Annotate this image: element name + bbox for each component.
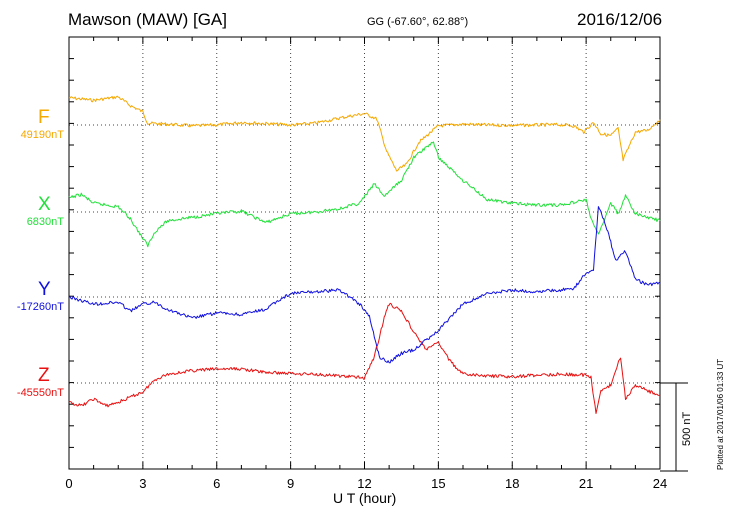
plot-date: 2016/12/06 [577,10,663,29]
component-letter-x: X [38,194,51,215]
component-letter-f: F [38,107,50,128]
geo-coordinates: GG (-67.60°, 62.88°) [367,16,469,28]
x-tick-label: 12 [357,476,371,491]
plotted-timestamp: Plotted at 2017/01/06 01:33 UT [716,358,725,470]
x-tick-label: 21 [579,476,593,491]
series-line-x [68,141,661,248]
series-line-z [68,302,661,414]
x-axis-label: U T (hour) [333,490,397,506]
component-letter-y: Y [38,279,51,300]
x-tick-label: 3 [139,476,146,491]
station-title: Mawson (MAW) [GA] [68,10,227,29]
x-tick-label: 6 [213,476,220,491]
component-baseline-y: -17260nT [16,301,64,313]
component-baseline-z: -45550nT [16,387,64,399]
component-letter-z: Z [38,365,50,386]
scale-bar-label: 500 nT [681,411,693,446]
x-tick-label: 0 [65,476,72,491]
x-tick-label: 15 [431,476,445,491]
component-baseline-f: 49190nT [20,129,64,141]
series-line-y [68,206,661,364]
series-line-f [68,95,661,172]
x-tick-label: 24 [653,476,667,491]
x-tick-label: 9 [287,476,294,491]
x-tick-label: 18 [505,476,519,491]
component-baseline-x: 6830nT [26,216,64,228]
